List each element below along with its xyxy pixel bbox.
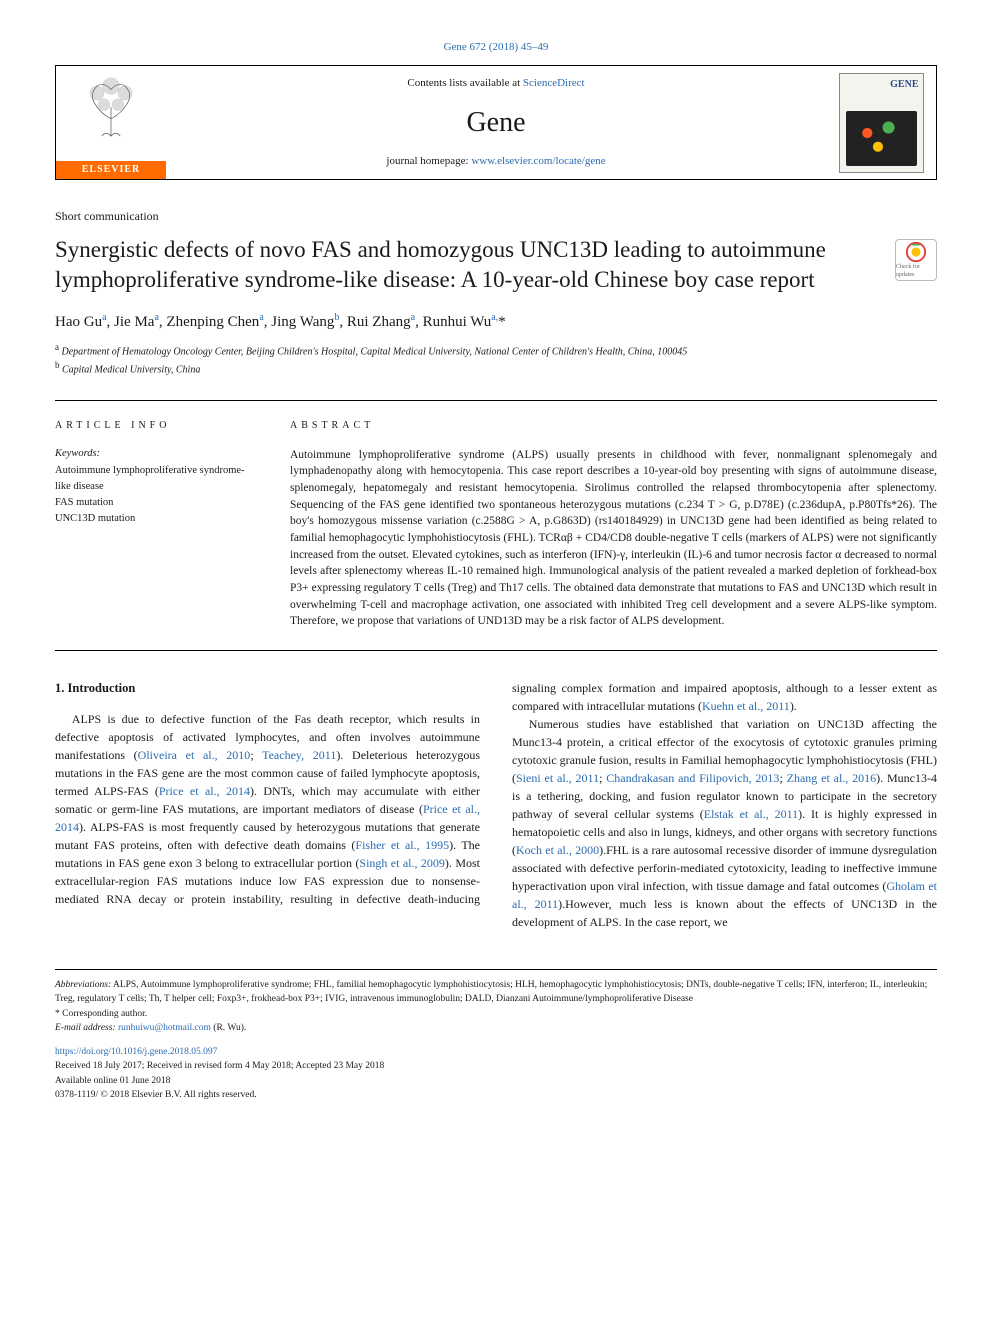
abbreviations: Abbreviations: ALPS, Autoimmune lymphopr… bbox=[55, 978, 937, 1007]
homepage-prefix: journal homepage: bbox=[386, 155, 471, 167]
citation-link[interactable]: Sieni et al., 2011 bbox=[516, 771, 599, 785]
cover-image-icon bbox=[846, 111, 917, 166]
elsevier-tree-icon bbox=[76, 72, 146, 142]
citation-link[interactable]: Elstak et al., 2011 bbox=[704, 807, 798, 821]
header-right: GENE bbox=[826, 66, 936, 179]
citation-link[interactable]: Fisher et al., 1995 bbox=[355, 838, 449, 852]
article-title: Synergistic defects of novo FAS and homo… bbox=[55, 235, 875, 295]
email-link[interactable]: runhuiwu@hotmail.com bbox=[118, 1023, 211, 1033]
keyword: FAS mutation bbox=[55, 495, 250, 511]
citation-link[interactable]: Chandrakasan and Filipovich, 2013 bbox=[606, 771, 779, 785]
sciencedirect-link[interactable]: ScienceDirect bbox=[523, 77, 585, 89]
paragraph: Numerous studies have established that v… bbox=[512, 715, 937, 931]
article-type: Short communication bbox=[55, 208, 937, 225]
citation-link[interactable]: Kuehn et al., 2011 bbox=[702, 699, 790, 713]
keyword: Autoimmune lymphoproliferative syndrome-… bbox=[55, 463, 250, 495]
citation-link[interactable]: Teachey, 2011 bbox=[262, 748, 336, 762]
crossmark-label: Check for updates bbox=[896, 263, 936, 280]
citation-link[interactable]: Singh et al., 2009 bbox=[359, 856, 445, 870]
article-info-column: ARTICLE INFO Keywords: Autoimmune lympho… bbox=[55, 401, 250, 630]
available-online: Available online 01 June 2018 bbox=[55, 1074, 937, 1088]
author-list: Hao Gua, Jie Maa, Zhenping Chena, Jing W… bbox=[55, 311, 937, 333]
elsevier-wordmark: ELSEVIER bbox=[56, 161, 166, 179]
affiliation-b: b Capital Medical University, China bbox=[55, 359, 937, 377]
header-center: Contents lists available at ScienceDirec… bbox=[166, 66, 826, 179]
doi-link[interactable]: https://doi.org/10.1016/j.gene.2018.05.0… bbox=[55, 1047, 217, 1057]
body-text: 1. Introduction ALPS is due to defective… bbox=[55, 679, 937, 931]
affiliation-a: a Department of Hematology Oncology Cent… bbox=[55, 341, 937, 359]
abstract-column: ABSTRACT Autoimmune lymphoproliferative … bbox=[290, 401, 937, 630]
divider bbox=[55, 650, 937, 651]
citation-link[interactable]: Koch et al., 2000 bbox=[516, 843, 599, 857]
article-info-label: ARTICLE INFO bbox=[55, 419, 250, 433]
section-heading: 1. Introduction bbox=[55, 679, 480, 698]
keywords-list: Autoimmune lymphoproliferative syndrome-… bbox=[55, 463, 250, 526]
abstract-text: Autoimmune lymphoproliferative syndrome … bbox=[290, 447, 937, 630]
volume-citation[interactable]: Gene 672 (2018) 45–49 bbox=[55, 40, 937, 55]
citation-link[interactable]: Oliveira et al., 2010 bbox=[138, 748, 251, 762]
crossmark-badge[interactable]: Check for updates bbox=[895, 239, 937, 281]
contents-prefix: Contents lists available at bbox=[407, 77, 522, 89]
journal-cover-thumb[interactable]: GENE bbox=[839, 73, 924, 173]
cover-label: GENE bbox=[890, 78, 918, 92]
publisher-logo-block: ELSEVIER bbox=[56, 66, 166, 179]
corresponding-author: * Corresponding author. bbox=[55, 1007, 937, 1021]
contents-line: Contents lists available at ScienceDirec… bbox=[166, 76, 826, 91]
footnotes: Abbreviations: ALPS, Autoimmune lymphopr… bbox=[55, 969, 937, 1035]
journal-header: ELSEVIER Contents lists available at Sci… bbox=[55, 65, 937, 180]
email-line: E-mail address: runhuiwu@hotmail.com (R.… bbox=[55, 1021, 937, 1035]
affiliations: a Department of Hematology Oncology Cent… bbox=[55, 341, 937, 378]
abstract-label: ABSTRACT bbox=[290, 419, 937, 433]
keyword: UNC13D mutation bbox=[55, 511, 250, 527]
citation-link[interactable]: Price et al., 2014 bbox=[159, 784, 250, 798]
journal-name: Gene bbox=[166, 103, 826, 142]
keywords-heading: Keywords: bbox=[55, 447, 250, 462]
issn-copyright: 0378-1119/ © 2018 Elsevier B.V. All righ… bbox=[55, 1088, 937, 1102]
doi-block: https://doi.org/10.1016/j.gene.2018.05.0… bbox=[55, 1045, 937, 1102]
homepage-line: journal homepage: www.elsevier.com/locat… bbox=[166, 154, 826, 169]
citation-link[interactable]: Zhang et al., 2016 bbox=[787, 771, 877, 785]
crossmark-icon bbox=[905, 241, 927, 263]
homepage-link[interactable]: www.elsevier.com/locate/gene bbox=[471, 155, 605, 167]
received-dates: Received 18 July 2017; Received in revis… bbox=[55, 1059, 937, 1073]
